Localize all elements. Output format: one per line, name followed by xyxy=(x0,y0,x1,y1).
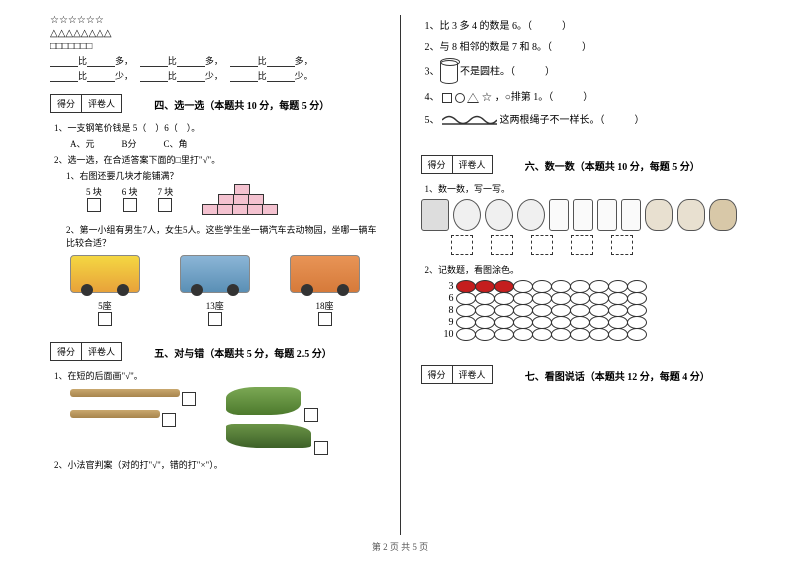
q6-1: 1、数一数，写一写。 xyxy=(425,182,751,195)
candle-icon xyxy=(549,199,569,231)
lantern-icon xyxy=(453,199,481,231)
bus-icon xyxy=(290,255,360,293)
choice-bus[interactable] xyxy=(318,312,332,326)
answer-box[interactable] xyxy=(611,235,633,255)
choice-minibus[interactable] xyxy=(208,312,222,326)
score-label: 得分 xyxy=(51,95,82,112)
answer-box[interactable] xyxy=(531,235,553,255)
score-row-4: 得分 评卷人 四、选一选（本题共 10 分，每题 5 分） xyxy=(50,84,380,118)
crocodile-icon xyxy=(226,424,311,448)
r-line4: 4、 ☆ ，○排第 1。（ ） xyxy=(425,87,751,109)
triangle-icon xyxy=(467,93,479,103)
answer-box[interactable] xyxy=(491,235,513,255)
section7-title: 七、看图说话（本题共 12 分，每题 4 分） xyxy=(525,368,710,383)
bear-icon xyxy=(645,199,673,231)
candle-icon xyxy=(573,199,593,231)
answer-box[interactable] xyxy=(571,235,593,255)
stars-row1: ☆☆☆☆☆☆ xyxy=(50,15,380,26)
score-row-6: 得分 评卷人 六、数一数（本题共 10 分，每题 5 分） xyxy=(421,145,751,179)
q5-1-items xyxy=(70,385,380,455)
candle-icon xyxy=(597,199,617,231)
choice-car[interactable] xyxy=(98,312,112,326)
check-croc[interactable] xyxy=(314,441,328,455)
q4-2-1: 1、右图还要几块才能铺满？ 5 块 6 块 7 块 xyxy=(66,169,380,215)
score-row-7: 得分 评卷人 七、看图说话（本题共 12 分，每题 4 分） xyxy=(421,355,751,389)
r-line5: 5、 这两根绳子不一样长。（ ） xyxy=(425,112,751,130)
check-snake[interactable] xyxy=(304,408,318,422)
stars-row2: △△△△△△△△ xyxy=(50,28,380,39)
choice-5[interactable] xyxy=(87,198,101,212)
stick-short xyxy=(70,410,160,418)
vehicles: 5座 13座 18座 xyxy=(50,255,380,326)
section4-title: 四、选一选（本题共 10 分，每题 5 分） xyxy=(154,97,329,112)
left-column: ☆☆☆☆☆☆ △△△△△△△△ □□□□□□□ 比多， 比多， 比多， 比少， … xyxy=(40,15,401,535)
minibus-icon xyxy=(180,255,250,293)
check-stick2[interactable] xyxy=(162,413,176,427)
count-images xyxy=(421,199,751,231)
grader-label: 评卷人 xyxy=(82,95,121,112)
check-stick1[interactable] xyxy=(182,392,196,406)
fill-row2: 比少， 比少， 比少。 xyxy=(50,69,380,82)
color-grid: 3 6 8 9 10 xyxy=(441,280,751,341)
r-line1: 1、比 3 多 4 的数是 6。（ ） xyxy=(425,18,751,36)
choice-6[interactable] xyxy=(123,198,137,212)
wavy-line-icon xyxy=(442,113,497,127)
answer-box[interactable] xyxy=(451,235,473,255)
right-column: 1、比 3 多 4 的数是 6。（ ） 2、与 8 相邻的数是 7 和 8。（ … xyxy=(401,15,761,535)
candle-icon xyxy=(621,199,641,231)
cylinder-icon xyxy=(440,60,458,84)
page-footer: 第 2 页 共 5 页 xyxy=(0,540,800,553)
q4-2: 2、选一选，在合适答案下面的□里打"√"。 xyxy=(54,153,380,166)
snake-icon xyxy=(226,387,301,415)
star-icon: ☆ xyxy=(482,87,493,109)
r-line2: 2、与 8 相邻的数是 7 和 8。（ ） xyxy=(425,39,751,57)
computer-icon xyxy=(421,199,449,231)
fill-row1: 比多， 比多， 比多， xyxy=(50,54,380,67)
section6-title: 六、数一数（本题共 10 分，每题 5 分） xyxy=(525,158,700,173)
section5-title: 五、对与错（本题共 5 分，每题 2.5 分） xyxy=(154,345,332,360)
monkey-icon xyxy=(709,199,737,231)
lantern-icon xyxy=(517,199,545,231)
bear-icon xyxy=(677,199,705,231)
r-line3: 3、 不是圆柱。（ ） xyxy=(425,60,751,84)
q4-1: 1、一支钢笔价钱是 5（ ）6（ ）。 xyxy=(54,121,380,134)
q6-2: 2、记数题，看图涂色。 xyxy=(425,263,751,276)
lantern-icon xyxy=(485,199,513,231)
score-row-5: 得分 评卷人 五、对与错（本题共 5 分，每题 2.5 分） xyxy=(50,332,380,366)
q5-2: 2、小法官判案（对的打"√"，错的打"×"）。 xyxy=(54,458,380,471)
block-grid xyxy=(203,185,278,215)
stick-long xyxy=(70,389,180,397)
square-icon xyxy=(442,93,452,103)
stars-row3: □□□□□□□ xyxy=(50,41,380,52)
q4-1-opts: A、元 B分 C、角 xyxy=(70,137,380,150)
choice-7[interactable] xyxy=(158,198,172,212)
q4-2-2: 2、第一小组有男生7人，女生5人。这些学生坐一辆汽车去动物园，坐哪一辆车比较合适… xyxy=(66,223,380,249)
circle-icon xyxy=(455,93,465,103)
q5-1: 1、在短的后面画"√"。 xyxy=(54,369,380,382)
count-answer-boxes xyxy=(451,235,751,255)
car-icon xyxy=(70,255,140,293)
